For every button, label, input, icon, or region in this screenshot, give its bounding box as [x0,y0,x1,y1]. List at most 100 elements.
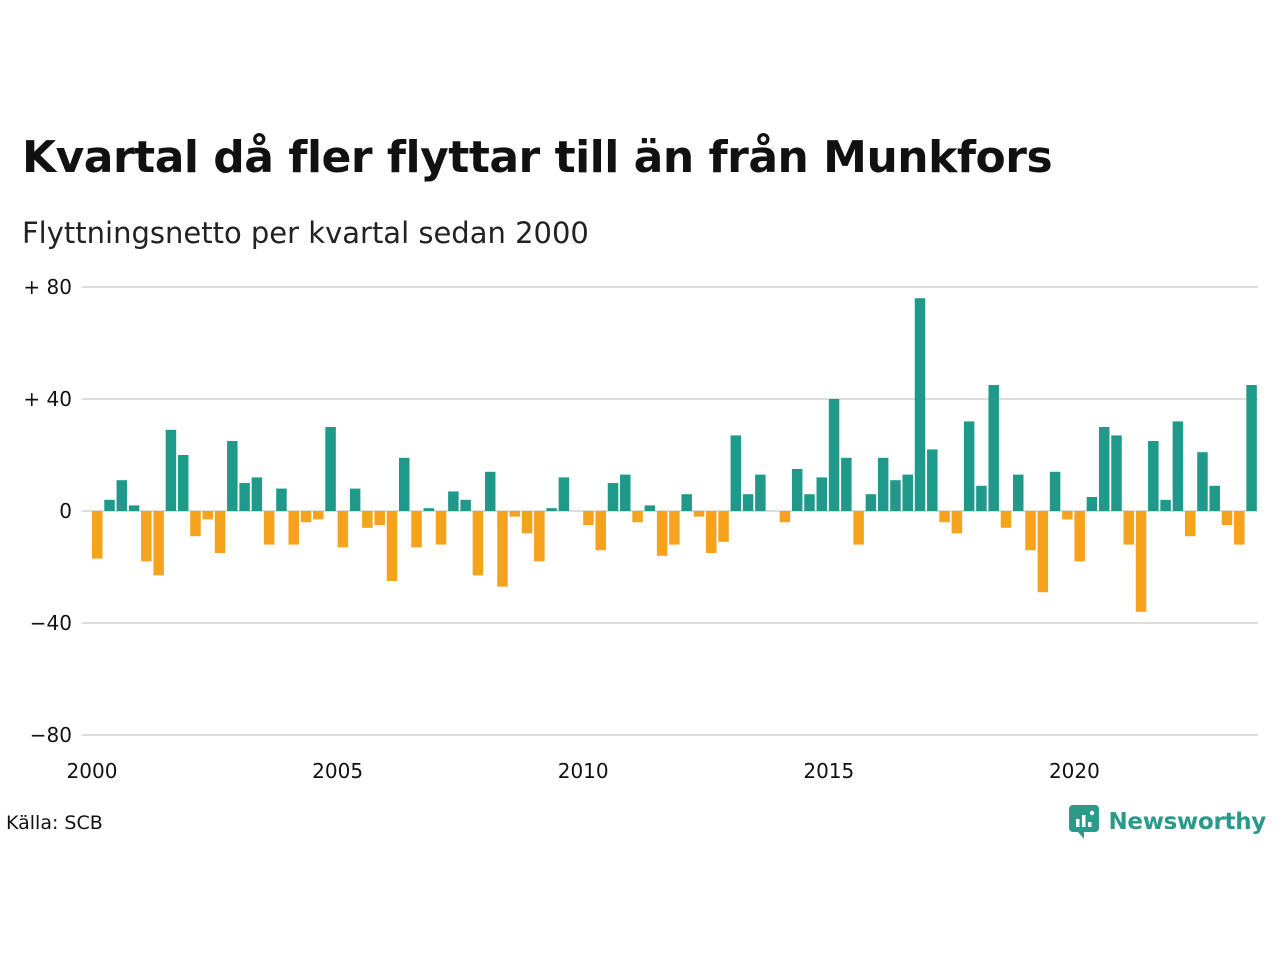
bar [595,511,606,551]
bar [423,508,435,511]
bar [1062,511,1073,520]
bar [337,511,349,548]
bar [742,494,754,511]
y-tick-label: −80 [30,723,72,747]
bar [976,485,987,511]
x-tick-label: 2005 [312,759,363,783]
bar [816,477,828,511]
bar [472,511,484,576]
bar [313,511,324,520]
newsworthy-logo-icon [1069,805,1100,839]
bar [988,385,999,511]
bar [239,483,250,511]
bar [288,511,299,545]
bar [841,457,852,511]
bar [1135,511,1147,612]
bar [214,511,226,553]
bar [828,399,840,511]
bar [165,429,177,511]
x-tick-label: 2020 [1049,759,1100,783]
bar [1098,427,1110,511]
bar [251,477,263,511]
bar [877,457,889,511]
bar [730,435,742,511]
bar [521,511,533,534]
bar [1184,511,1196,537]
bar [681,494,692,511]
bar [399,457,410,511]
bar [1000,511,1012,528]
bar [693,511,705,517]
y-tick-label: + 40 [23,387,72,411]
brand-name: Newsworthy [1108,809,1266,835]
bar [607,483,619,511]
bar [558,477,570,511]
bar [927,449,938,511]
bar [460,499,471,511]
bar [779,511,791,523]
bar [1246,385,1257,511]
bar [104,499,115,511]
bar [791,469,803,511]
bar [669,511,680,545]
bar [718,511,729,542]
bar [92,511,103,559]
bar [1025,511,1036,551]
bar [349,488,361,511]
bar [190,511,201,537]
x-tick-label: 2000 [67,759,118,783]
x-axis-labels: 2000 2005 2010 2015 2020 [67,759,1100,783]
bar [1013,474,1024,511]
bar [1221,511,1233,525]
bar [227,441,238,511]
bar [656,511,668,556]
bar [914,298,926,511]
bar [1172,421,1184,511]
bar [263,511,275,545]
bar [1234,511,1245,545]
bar [116,480,128,511]
bar [534,511,545,562]
bar [890,480,901,511]
y-tick-label: + 80 [23,275,72,299]
bar [362,511,373,528]
chart-title: Kvartal då fler flyttar till än från Mun… [22,132,1053,183]
bar [706,511,717,553]
bar [276,488,287,511]
chart-subtitle: Flyttningsnetto per kvartal sedan 2000 [22,216,589,250]
bar [583,511,594,525]
bar [963,421,975,511]
y-tick-label: −40 [30,611,72,635]
x-tick-label: 2015 [803,759,854,783]
bar [644,505,656,511]
bar [177,455,189,511]
bar [865,494,877,511]
bar [546,508,557,511]
bar [1160,499,1171,511]
bar [374,511,385,525]
bar [1197,452,1208,511]
bar [448,491,459,511]
bar [325,427,336,511]
bars [92,298,1257,612]
bar [939,511,950,523]
bar [1049,471,1061,511]
bar [141,511,152,562]
bar [1111,435,1122,511]
bar [435,511,447,545]
bar [1037,511,1049,593]
bar [1123,511,1135,545]
bar [902,474,913,511]
bar [1086,497,1098,511]
bar-chart: + 80 + 40 0 −40 −80 2000 2005 2010 2015 2020 [23,275,1258,783]
y-axis-labels: + 80 + 40 0 −40 −80 [23,275,72,747]
bar [202,511,214,520]
bar [1209,485,1220,511]
bar [804,494,815,511]
bar [620,474,631,511]
bar [632,511,643,523]
x-tick-label: 2010 [558,759,609,783]
bar [1148,441,1159,511]
source-label: Källa: SCB [6,812,103,834]
bar [755,474,766,511]
